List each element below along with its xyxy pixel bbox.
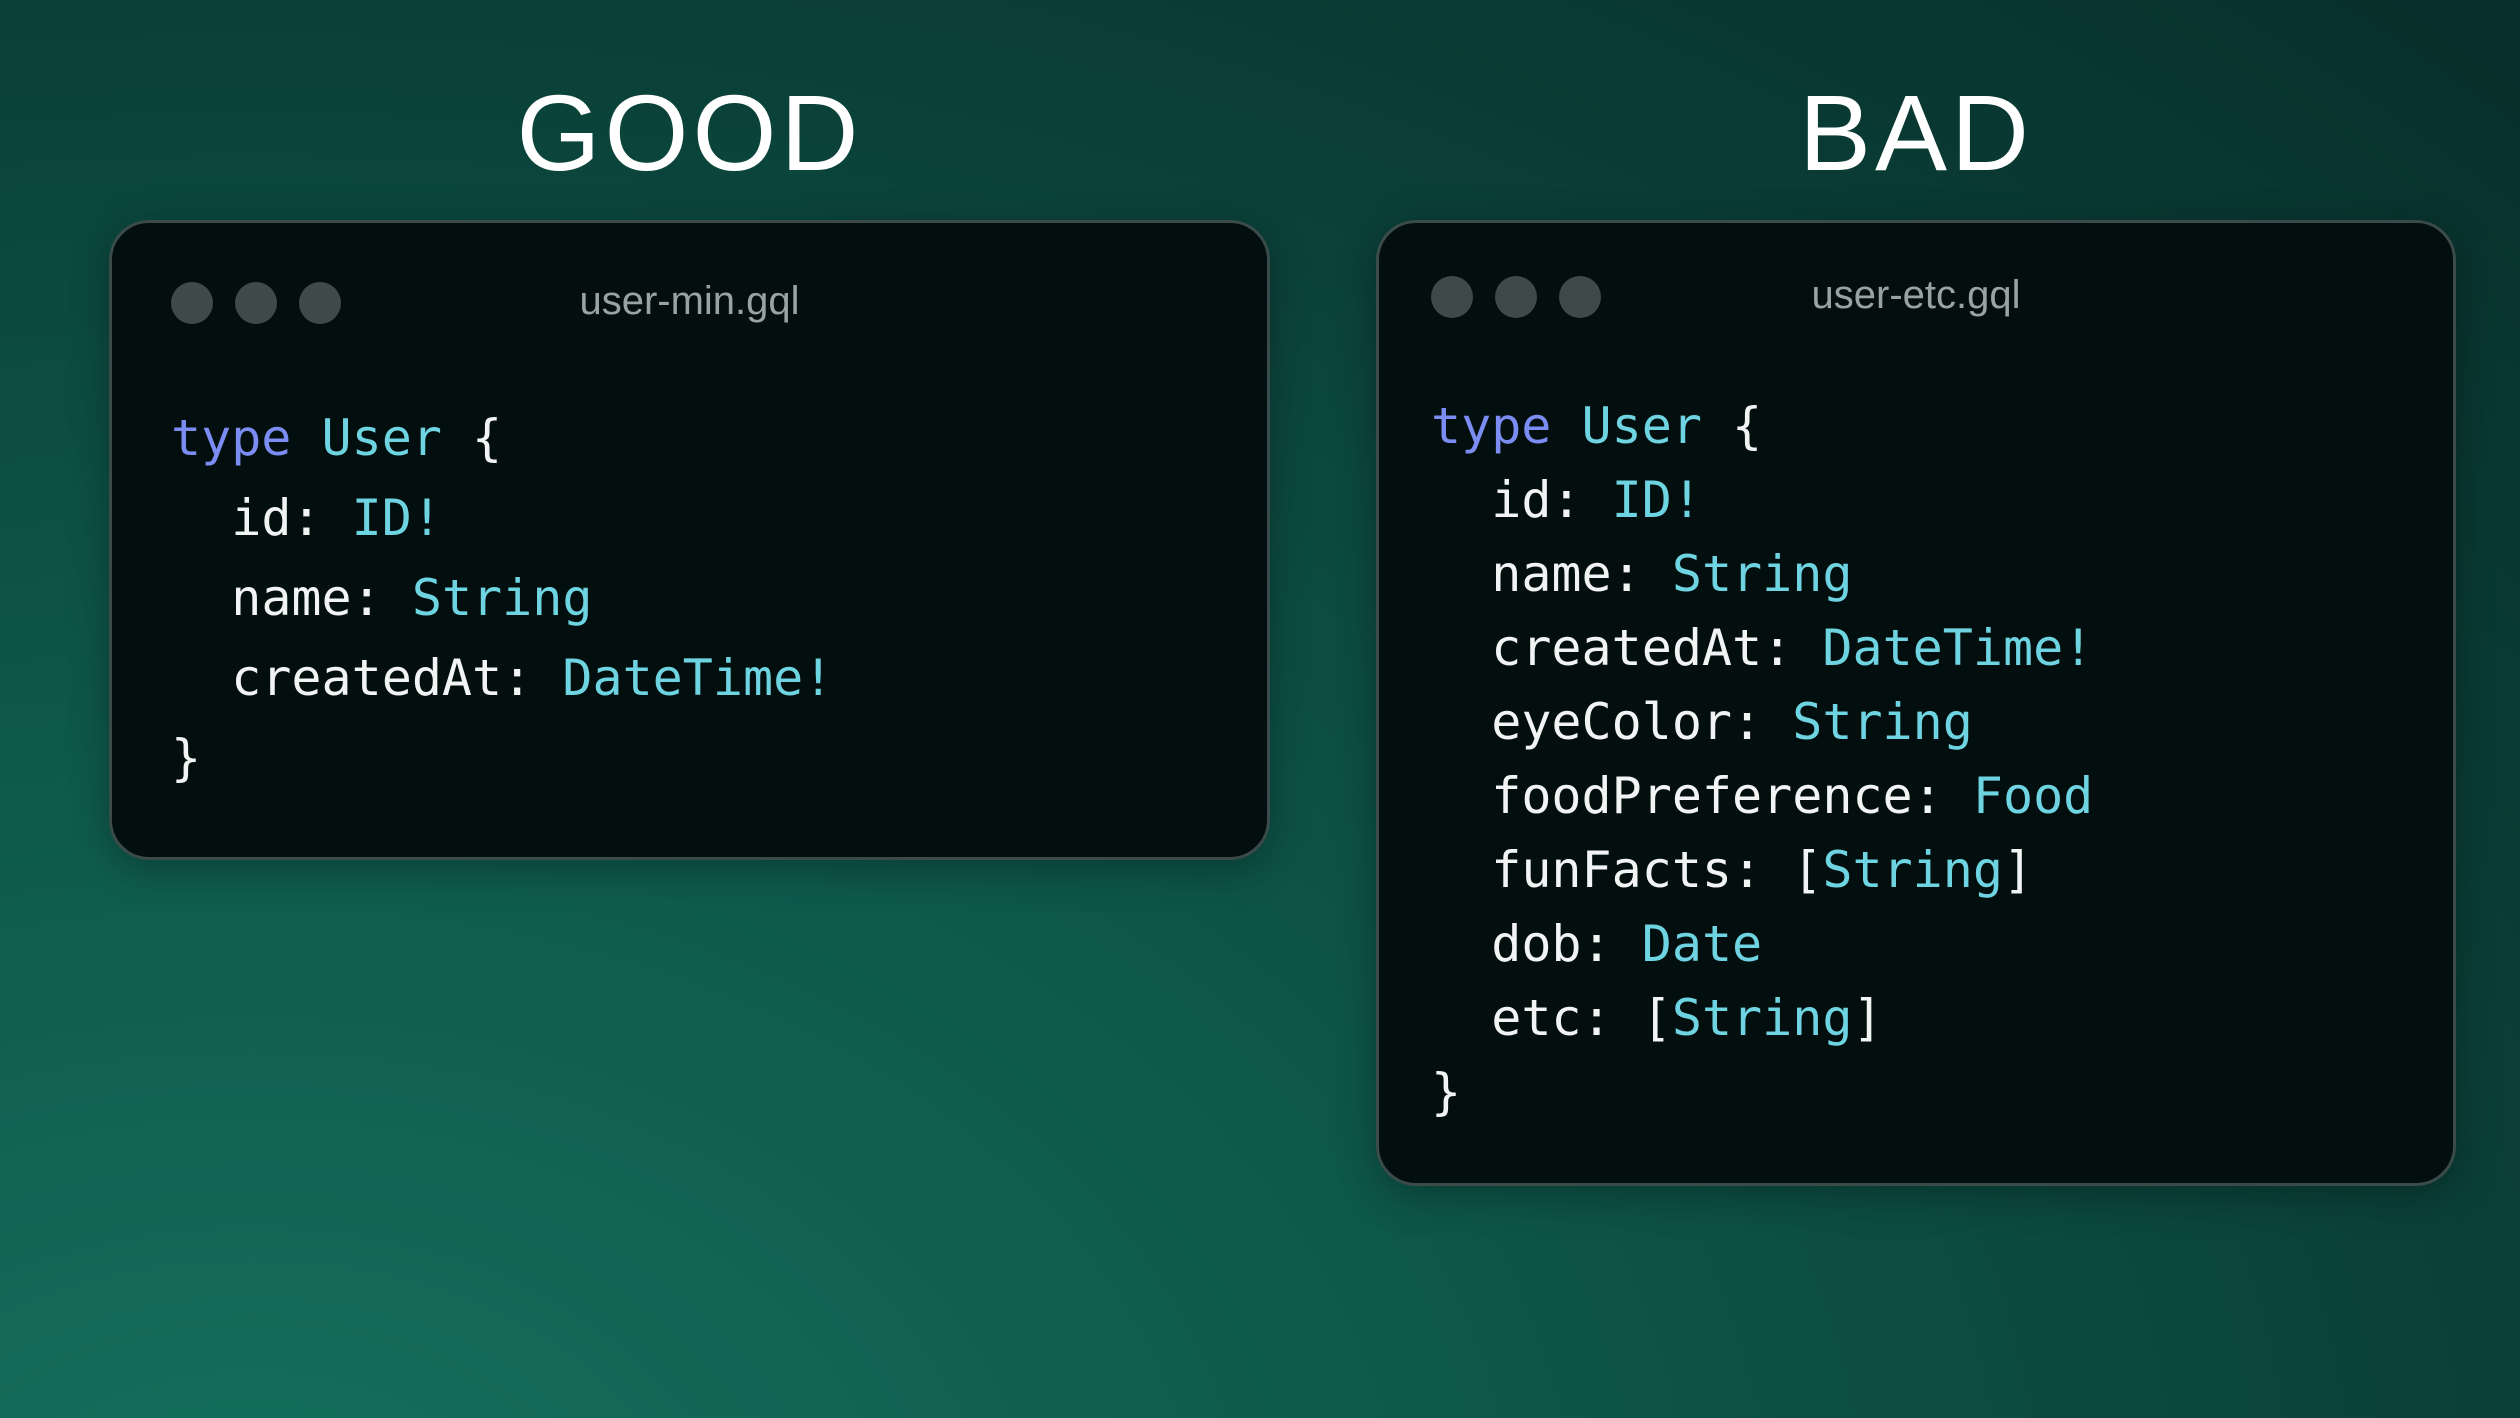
text-token: } xyxy=(171,729,202,787)
type-token: String xyxy=(1671,545,1853,603)
text-token: { xyxy=(441,409,503,467)
type-token: Date xyxy=(1641,915,1763,973)
code-line: createdAt: DateTime! xyxy=(1431,611,2093,685)
type-token: String xyxy=(1792,693,1973,751)
code-line: name: String xyxy=(171,558,833,638)
type-token: DateTime! xyxy=(562,649,834,707)
code-line: name: String xyxy=(1431,537,2093,611)
filename: user-etc.gql xyxy=(1811,273,2021,317)
text-token: funFacts: [ xyxy=(1491,841,1823,899)
text-token: id: xyxy=(1491,471,1612,529)
text-token: createdAt: xyxy=(1491,619,1823,677)
code-block: type User { id: ID! name: String created… xyxy=(1431,389,2093,1129)
text-token xyxy=(1551,397,1581,455)
window-controls xyxy=(171,282,341,324)
filename: user-min.gql xyxy=(579,279,800,323)
text-token: etc: [ xyxy=(1491,989,1672,1047)
close-dot-icon[interactable] xyxy=(1431,276,1473,318)
keyword-token: type xyxy=(1431,397,1552,455)
text-token: name: xyxy=(231,569,412,627)
text-token xyxy=(291,409,321,467)
type-token: String xyxy=(1671,989,1853,1047)
code-line: } xyxy=(1431,1055,2093,1129)
type-token: String xyxy=(1822,841,2003,899)
code-line: eyeColor: String xyxy=(1431,685,2093,759)
text-token: foodPreference: xyxy=(1491,767,1973,825)
type-token: DateTime! xyxy=(1822,619,2094,677)
code-line: type User { xyxy=(1431,389,2093,463)
window-controls xyxy=(1431,276,1601,318)
text-token: ] xyxy=(1852,989,1883,1047)
code-line: etc: [String] xyxy=(1431,981,2093,1055)
type-token: Food xyxy=(1972,767,2094,825)
keyword-token: type xyxy=(171,409,292,467)
code-line: type User { xyxy=(171,398,833,478)
type-token: User xyxy=(1581,397,1702,455)
bad-heading: BAD xyxy=(1798,72,2034,193)
code-line: id: ID! xyxy=(1431,463,2093,537)
minimize-dot-icon[interactable] xyxy=(1495,276,1537,318)
maximize-dot-icon[interactable] xyxy=(299,282,341,324)
text-token: } xyxy=(1431,1063,1462,1121)
text-token: { xyxy=(1701,397,1763,455)
code-line: createdAt: DateTime! xyxy=(171,638,833,718)
bad-code-window: user-etc.gql type User { id: ID! name: S… xyxy=(1376,220,2456,1186)
text-token: ] xyxy=(2002,841,2034,899)
type-token: ID! xyxy=(1611,471,1702,529)
code-line: foodPreference: Food xyxy=(1431,759,2093,833)
code-line: funFacts: [String] xyxy=(1431,833,2093,907)
good-heading: GOOD xyxy=(516,72,863,193)
code-block: type User { id: ID! name: String created… xyxy=(171,398,833,798)
text-token: createdAt: xyxy=(231,649,563,707)
code-line: } xyxy=(171,718,833,798)
type-token: ID! xyxy=(351,489,442,547)
code-line: dob: Date xyxy=(1431,907,2093,981)
maximize-dot-icon[interactable] xyxy=(1559,276,1601,318)
text-token: eyeColor: xyxy=(1491,693,1793,751)
type-token: User xyxy=(321,409,442,467)
close-dot-icon[interactable] xyxy=(171,282,213,324)
good-code-window: user-min.gql type User { id: ID! name: S… xyxy=(109,220,1270,860)
text-token: id: xyxy=(231,489,352,547)
type-token: String xyxy=(411,569,593,627)
code-line: id: ID! xyxy=(171,478,833,558)
minimize-dot-icon[interactable] xyxy=(235,282,277,324)
text-token: name: xyxy=(1491,545,1672,603)
text-token: dob: xyxy=(1491,915,1642,973)
